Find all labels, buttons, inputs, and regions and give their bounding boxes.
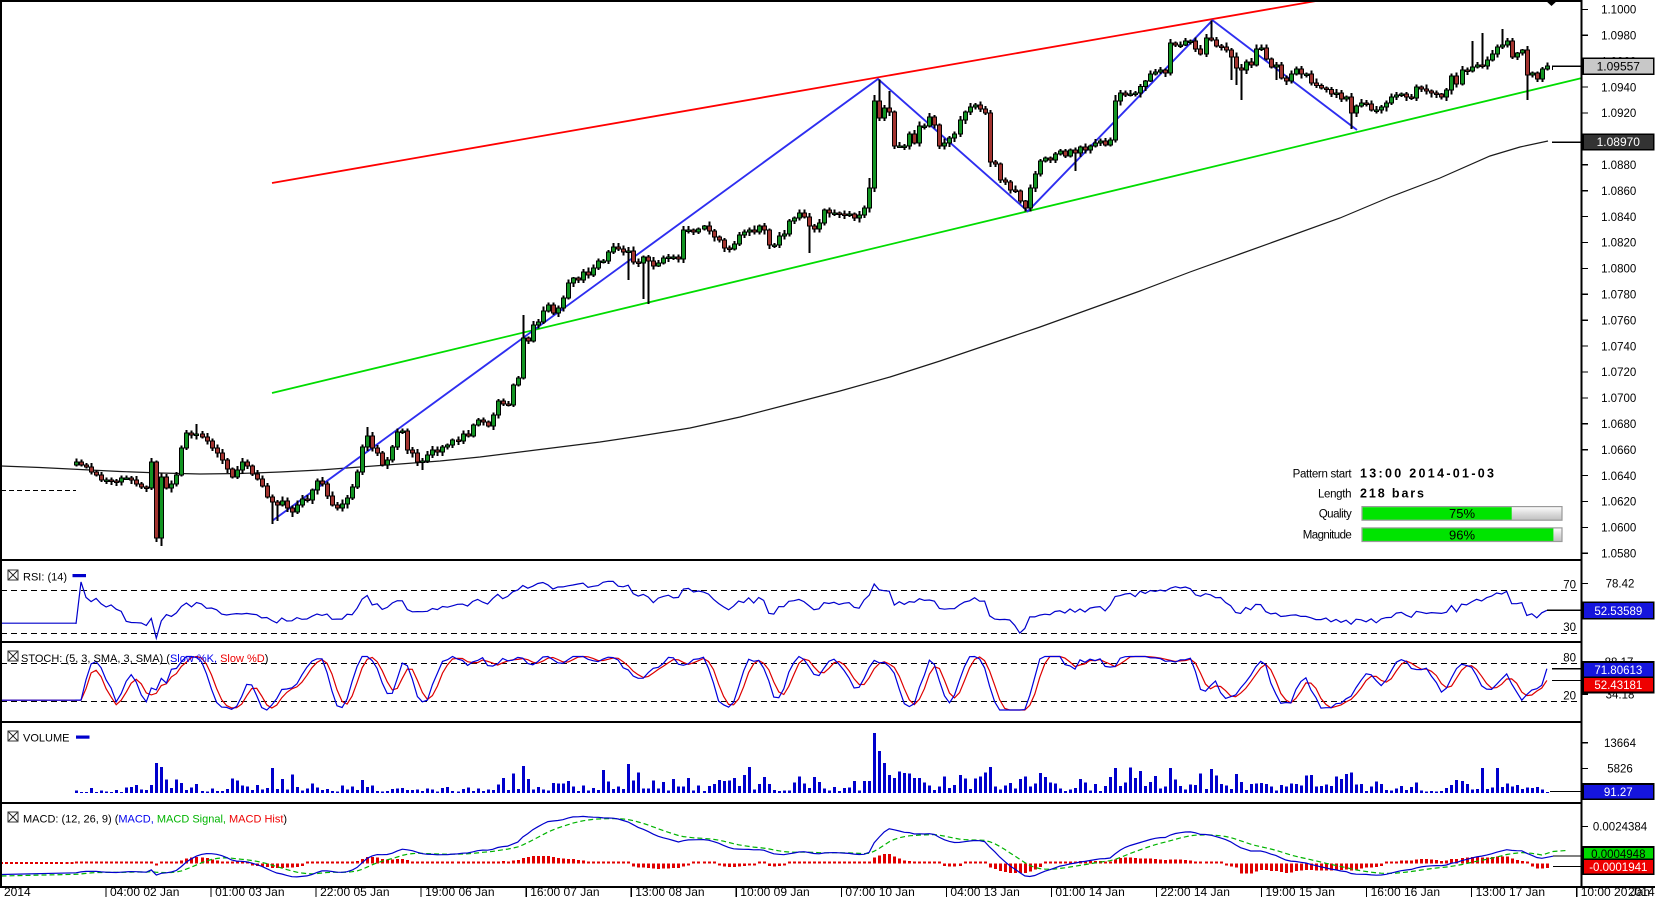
svg-text:13:00 17 Jan: 13:00 17 Jan — [1476, 885, 1545, 897]
svg-text:1.0920: 1.0920 — [1601, 108, 1636, 120]
svg-text:52.43181: 52.43181 — [1594, 680, 1642, 692]
svg-text:218 bars: 218 bars — [1360, 487, 1424, 501]
svg-text:10:00 20 Jan: 10:00 20 Jan — [1581, 885, 1650, 897]
svg-text:1.0780: 1.0780 — [1601, 290, 1636, 302]
svg-text:1.0880: 1.0880 — [1601, 160, 1636, 172]
svg-text:1.0740: 1.0740 — [1601, 341, 1636, 353]
svg-text:1.0640: 1.0640 — [1601, 471, 1636, 483]
svg-text:1.0840: 1.0840 — [1601, 212, 1636, 224]
svg-text:1.0580: 1.0580 — [1601, 549, 1636, 561]
svg-text:1.0800: 1.0800 — [1601, 264, 1636, 276]
svg-text:75%: 75% — [1449, 506, 1475, 521]
svg-text:13:00 08 Jan: 13:00 08 Jan — [635, 885, 704, 897]
svg-text:1.0820: 1.0820 — [1601, 238, 1636, 250]
svg-text:1.0660: 1.0660 — [1601, 445, 1636, 457]
svg-text:1.0620: 1.0620 — [1601, 497, 1636, 509]
svg-text:Quality: Quality — [1319, 508, 1352, 520]
svg-text:13664: 13664 — [1604, 738, 1637, 750]
svg-text:1.0980: 1.0980 — [1601, 31, 1636, 43]
svg-text:91.27: 91.27 — [1604, 787, 1633, 799]
svg-text:VOLUME: VOLUME — [23, 733, 69, 745]
svg-text:1.0600: 1.0600 — [1601, 523, 1636, 535]
svg-text:78.42: 78.42 — [1606, 579, 1635, 591]
svg-text:1.1000: 1.1000 — [1601, 5, 1636, 17]
svg-text:1.0680: 1.0680 — [1601, 419, 1636, 431]
svg-text:96%: 96% — [1449, 527, 1475, 542]
svg-text:30: 30 — [1563, 622, 1576, 634]
svg-text:0.0004948: 0.0004948 — [1591, 849, 1645, 861]
svg-text:Magnitude: Magnitude — [1303, 530, 1352, 542]
svg-text:10:00 09 Jan: 10:00 09 Jan — [740, 885, 809, 897]
svg-text:04:00 02 Jan: 04:00 02 Jan — [110, 885, 179, 897]
svg-text:0.0024384: 0.0024384 — [1593, 822, 1648, 834]
svg-text:16:00 16 Jan: 16:00 16 Jan — [1371, 885, 1440, 897]
svg-text:20: 20 — [1563, 691, 1576, 703]
svg-text:1.0940: 1.0940 — [1601, 82, 1636, 94]
svg-text:80: 80 — [1563, 653, 1576, 665]
svg-text:22:00 05 Jan: 22:00 05 Jan — [320, 885, 389, 897]
svg-text:01:00 14 Jan: 01:00 14 Jan — [1055, 885, 1124, 897]
svg-text:52.53589: 52.53589 — [1594, 606, 1642, 618]
svg-text:1.0860: 1.0860 — [1601, 186, 1636, 198]
svg-text:1.0720: 1.0720 — [1601, 367, 1636, 379]
svg-text:2014: 2014 — [1628, 885, 1655, 897]
svg-text:1.0700: 1.0700 — [1601, 393, 1636, 405]
svg-text:MACD: (12, 26, 9) (MACD, MACD: MACD: (12, 26, 9) (MACD, MACD Signal, MA… — [23, 814, 287, 826]
svg-text:13:00 2014-01-03: 13:00 2014-01-03 — [1360, 466, 1494, 480]
svg-text:STOCH: (5, 3, SMA, 3, SMA) (Sl: STOCH: (5, 3, SMA, 3, SMA) (Slow %K, Slo… — [21, 653, 268, 665]
svg-text:04:00 13 Jan: 04:00 13 Jan — [950, 885, 1019, 897]
svg-text:-0.0001941: -0.0001941 — [1589, 862, 1647, 874]
svg-text:Pattern start: Pattern start — [1293, 468, 1353, 480]
svg-text:16:00 07 Jan: 16:00 07 Jan — [530, 885, 599, 897]
svg-text:71.80613: 71.80613 — [1594, 665, 1642, 677]
svg-text:5826: 5826 — [1607, 764, 1633, 776]
svg-text:1.08970: 1.08970 — [1597, 135, 1641, 149]
svg-text:19:00 06 Jan: 19:00 06 Jan — [425, 885, 494, 897]
svg-text:Length: Length — [1318, 489, 1352, 501]
svg-text:70: 70 — [1563, 579, 1576, 591]
svg-text:07:00 10 Jan: 07:00 10 Jan — [845, 885, 914, 897]
svg-text:01:00 03 Jan: 01:00 03 Jan — [215, 885, 284, 897]
svg-text:19:00 15 Jan: 19:00 15 Jan — [1266, 885, 1335, 897]
svg-text:1.0760: 1.0760 — [1601, 315, 1636, 327]
svg-text:22:00 14 Jan: 22:00 14 Jan — [1161, 885, 1230, 897]
svg-text:2014: 2014 — [4, 885, 31, 897]
svg-text:RSI: (14): RSI: (14) — [23, 572, 67, 584]
svg-text:1.09557: 1.09557 — [1597, 60, 1641, 74]
